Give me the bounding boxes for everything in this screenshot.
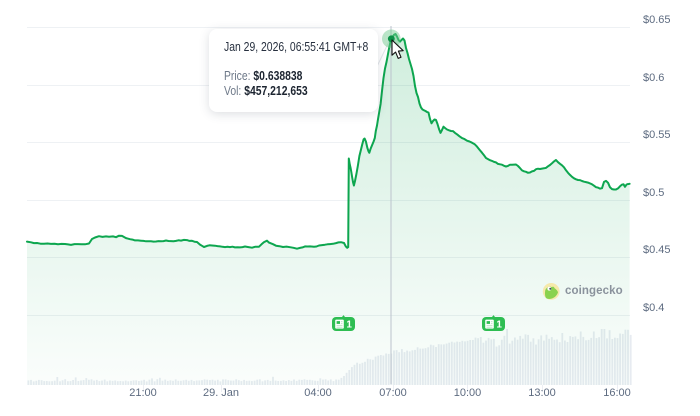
svg-text:1: 1 [496, 320, 502, 331]
svg-text:1: 1 [346, 320, 352, 331]
